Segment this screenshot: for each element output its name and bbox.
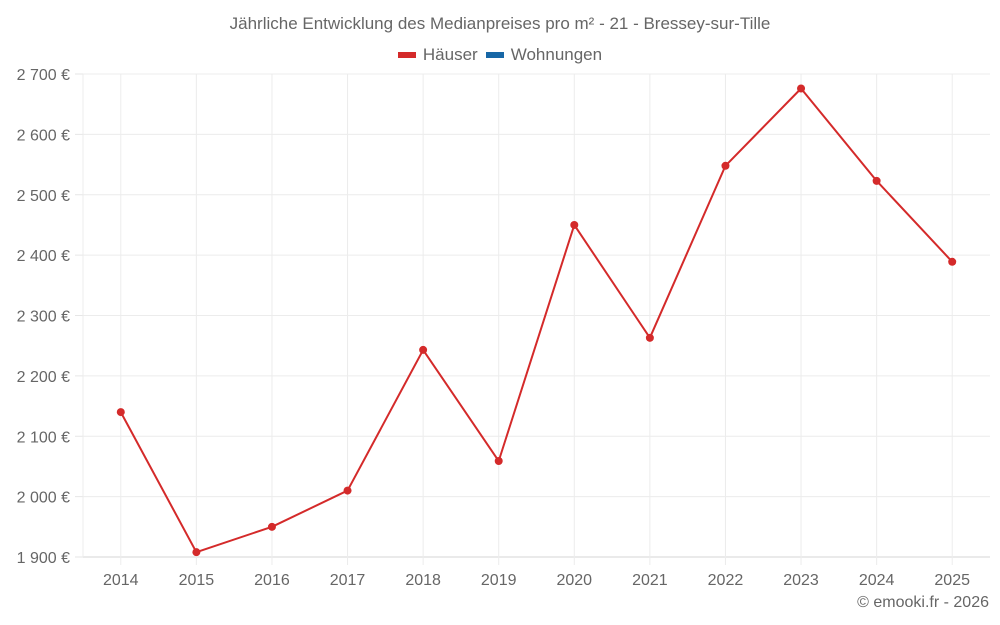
x-tick-label: 2016 [254,572,290,589]
legend-swatch-haeuser [397,52,416,58]
legend-label-wohnungen: Wohnungen [510,45,603,64]
y-tick-label: 2 700 € [17,67,70,84]
y-tick-label: 2 000 € [17,490,70,507]
data-point [797,84,806,93]
x-tick-label: 2015 [179,572,215,589]
y-tick-label: 2 600 € [17,127,70,144]
x-tick-label: 2022 [708,572,744,589]
legend: Häuser Wohnungen [0,45,1000,65]
y-axis: 1 900 € 2 000 € 2 100 € 2 200 € 2 300 € 2 400… [17,67,70,567]
x-tick-label: 2025 [934,572,970,589]
data-point [570,220,579,229]
x-tick-label: 2024 [859,572,895,589]
data-point [343,486,352,495]
data-point [872,176,881,185]
chart-title: Jährliche Entwicklung des Medianpreises … [229,14,771,33]
data-point [721,161,730,170]
y-tick-label: 2 300 € [17,309,70,326]
x-tick-label: 2017 [330,572,366,589]
data-point [494,457,503,466]
x-tick-label: 2021 [632,572,668,589]
legend-label-haeuser: Häuser [422,45,478,64]
data-point [267,522,276,531]
y-tick-label: 2 400 € [17,248,70,265]
legend-item-wohnungen[interactable]: Wohnungen [485,45,603,65]
data-point [948,257,957,266]
grid-lines [75,73,990,565]
y-tick-label: 2 500 € [17,188,70,205]
series-haeuser [116,84,957,557]
y-tick-label: 2 100 € [17,429,70,446]
legend-swatch-wohnungen [485,52,504,58]
data-point [645,333,654,342]
y-tick-label: 2 200 € [17,369,70,386]
data-point [419,345,428,354]
data-point [192,548,201,557]
x-tick-label: 2014 [103,572,139,589]
x-axis: 2014 2015 2016 2017 2018 2019 2020 2021 2022 2023… [103,572,970,589]
legend-item-haeuser[interactable]: Häuser [397,45,478,65]
data-point [116,408,125,417]
x-tick-label: 2019 [481,572,517,589]
x-tick-label: 2023 [783,572,819,589]
copyright-credit: © emooki.fr - 2026 [857,594,989,611]
y-tick-label: 1 900 € [17,550,70,567]
x-tick-label: 2020 [556,572,592,589]
series-line-haeuser [119,87,953,554]
x-tick-label: 2018 [405,572,441,589]
